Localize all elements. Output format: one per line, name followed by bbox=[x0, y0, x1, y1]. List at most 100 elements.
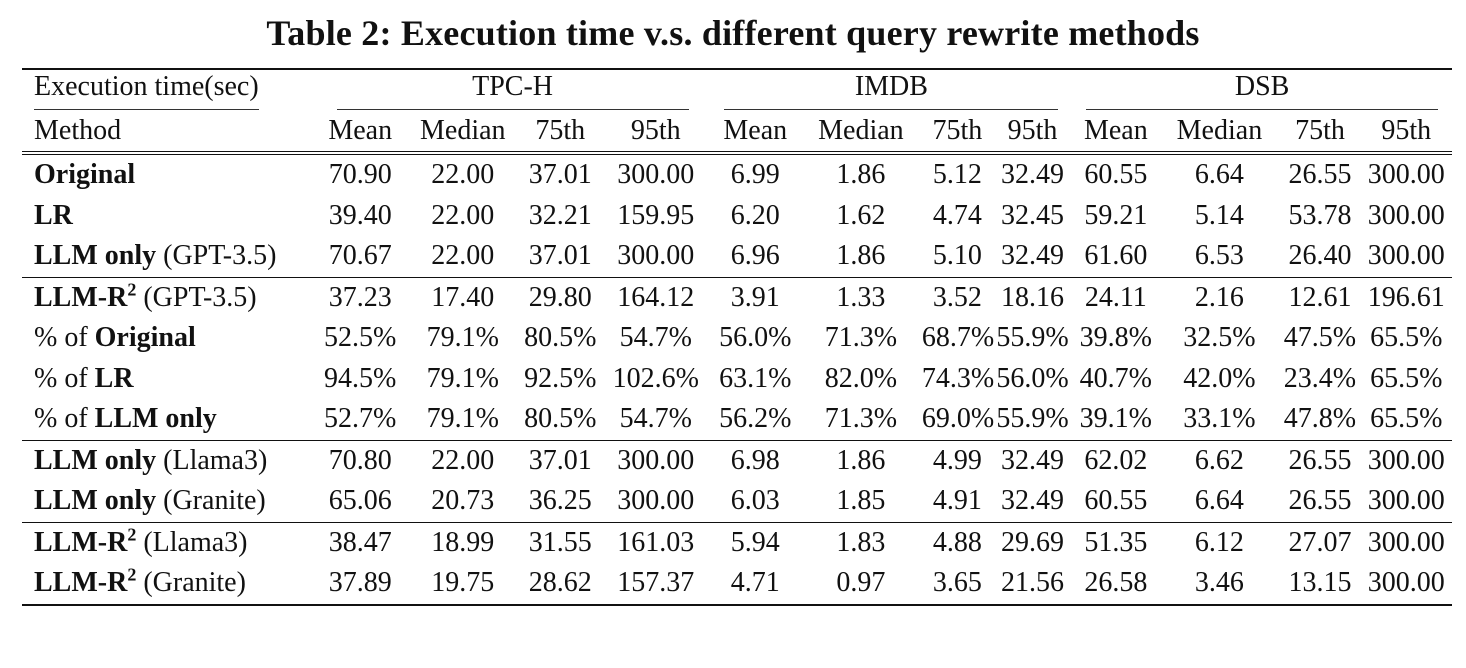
value-cell: 92.5% bbox=[524, 362, 597, 394]
value-cell: 26.55 bbox=[1288, 444, 1352, 476]
value-cell: 300.00 bbox=[617, 159, 695, 191]
method-superscript: 2 bbox=[127, 524, 137, 545]
value-cell: 24.11 bbox=[1084, 281, 1147, 313]
value-cell: 300.00 bbox=[617, 444, 695, 476]
value-cell: 6.03 bbox=[730, 485, 780, 517]
value-cell: 17.40 bbox=[431, 281, 495, 313]
value-cell: 32.21 bbox=[528, 199, 592, 231]
value-cell: 59.21 bbox=[1084, 199, 1148, 231]
value-cell: 6.20 bbox=[730, 199, 780, 231]
value-cell: 4.71 bbox=[730, 567, 780, 599]
table-row: % of Original 52.5% 79.1% 80.5% 54.7% 56.0% 71… bbox=[22, 318, 1452, 359]
subcol-header: Mean bbox=[723, 114, 788, 146]
method-name: LLM-R bbox=[34, 281, 128, 313]
subcolumn-header-row: Method Mean Median 75th 95th Mean Median… bbox=[22, 111, 1452, 154]
method-model: (Granite) bbox=[156, 485, 266, 517]
value-cell: 300.00 bbox=[1367, 240, 1445, 272]
value-cell: 300.00 bbox=[1367, 444, 1445, 476]
value-cell: 39.1% bbox=[1079, 403, 1152, 435]
value-cell: 20.73 bbox=[431, 485, 495, 517]
table-row: LLM-R2 (Granite) 37.89 19.75 28.62 157.37 4.7… bbox=[22, 563, 1452, 605]
value-cell: 32.45 bbox=[1001, 199, 1065, 231]
value-cell: 37.23 bbox=[328, 281, 392, 313]
value-cell: 40.7% bbox=[1079, 362, 1152, 394]
value-cell: 56.0% bbox=[719, 322, 792, 354]
value-cell: 36.25 bbox=[528, 485, 592, 517]
table-row: LLM only (GPT-3.5) 70.67 22.00 37.01 300.00 6… bbox=[22, 236, 1452, 277]
method-cell: % of LLM only bbox=[22, 399, 315, 440]
value-cell: 1.86 bbox=[836, 159, 886, 191]
value-cell: 5.10 bbox=[932, 240, 982, 272]
method-cell: Original bbox=[22, 153, 315, 196]
value-cell: 159.95 bbox=[617, 199, 695, 231]
value-cell: 42.0% bbox=[1183, 362, 1256, 394]
table-title: Table 2: Execution time v.s. different q… bbox=[266, 13, 1200, 53]
value-cell: 39.8% bbox=[1079, 322, 1152, 354]
table-body: Original 70.90 22.00 37.01 300.00 6.99 1.86 5.1… bbox=[22, 153, 1452, 605]
group-header-imdb: IMDB bbox=[711, 69, 1073, 111]
value-cell: 1.83 bbox=[836, 526, 886, 558]
method-prefix: % of bbox=[34, 403, 95, 435]
value-cell: 47.5% bbox=[1283, 322, 1357, 354]
value-cell: 196.61 bbox=[1367, 281, 1445, 313]
method-prefix: % of bbox=[34, 322, 95, 354]
value-cell: 21.56 bbox=[1001, 567, 1065, 599]
value-cell: 68.7% bbox=[921, 322, 995, 354]
value-cell: 65.5% bbox=[1370, 403, 1443, 435]
method-header: Method bbox=[34, 114, 122, 146]
value-cell: 22.00 bbox=[431, 240, 495, 272]
value-cell: 26.55 bbox=[1288, 159, 1352, 191]
value-cell: 51.35 bbox=[1084, 526, 1148, 558]
subcol-header: 95th bbox=[1007, 114, 1058, 146]
method-name: LR bbox=[34, 199, 73, 231]
table-row: % of LLM only 52.7% 79.1% 80.5% 54.7% 56.2% 71… bbox=[22, 399, 1452, 440]
value-cell: 300.00 bbox=[1367, 485, 1445, 517]
value-cell: 18.99 bbox=[431, 526, 495, 558]
value-cell: 6.62 bbox=[1194, 444, 1244, 476]
subcol-header: Median bbox=[818, 114, 904, 146]
value-cell: 54.7% bbox=[619, 403, 692, 435]
table-row: LLM-R2 (Llama3) 38.47 18.99 31.55 161.03 5.94… bbox=[22, 522, 1452, 563]
group-header-tpch: TPC-H bbox=[315, 69, 711, 111]
value-cell: 1.86 bbox=[836, 444, 886, 476]
table-row: Original 70.90 22.00 37.01 300.00 6.99 1.86 5.1… bbox=[22, 153, 1452, 196]
value-cell: 56.2% bbox=[719, 403, 792, 435]
value-cell: 3.91 bbox=[730, 281, 780, 313]
value-cell: 22.00 bbox=[431, 199, 495, 231]
value-cell: 80.5% bbox=[524, 322, 597, 354]
value-cell: 82.0% bbox=[824, 362, 898, 394]
value-cell: 22.00 bbox=[431, 444, 495, 476]
value-cell: 26.58 bbox=[1084, 567, 1148, 599]
value-cell: 70.67 bbox=[328, 240, 392, 272]
value-cell: 61.60 bbox=[1084, 240, 1148, 272]
table-row: % of LR 94.5% 79.1% 92.5% 102.6% 63.1% 82.0% 74… bbox=[22, 359, 1452, 400]
value-cell: 37.01 bbox=[528, 444, 592, 476]
value-cell: 4.88 bbox=[932, 526, 982, 558]
value-cell: 18.16 bbox=[1001, 281, 1065, 313]
value-cell: 3.46 bbox=[1194, 567, 1244, 599]
value-cell: 37.01 bbox=[528, 240, 592, 272]
value-cell: 29.80 bbox=[528, 281, 592, 313]
method-name: LLM only bbox=[94, 403, 217, 435]
table-row: LLM only (Llama3) 70.80 22.00 37.01 300.00 6.… bbox=[22, 440, 1452, 481]
value-cell: 4.91 bbox=[932, 485, 982, 517]
value-cell: 23.4% bbox=[1283, 362, 1357, 394]
value-cell: 300.00 bbox=[1367, 159, 1445, 191]
subcol-header: 95th bbox=[630, 114, 681, 146]
method-model: (Llama3) bbox=[156, 444, 268, 476]
value-cell: 6.53 bbox=[1194, 240, 1244, 272]
value-cell: 22.00 bbox=[431, 159, 495, 191]
value-cell: 71.3% bbox=[824, 403, 898, 435]
value-cell: 33.1% bbox=[1183, 403, 1256, 435]
method-cell: LLM only (Granite) bbox=[22, 481, 315, 522]
value-cell: 62.02 bbox=[1084, 444, 1148, 476]
value-cell: 5.14 bbox=[1194, 199, 1244, 231]
method-cell: LLM-R2 (Llama3) bbox=[22, 522, 315, 563]
value-cell: 32.49 bbox=[1001, 159, 1065, 191]
method-name: Original bbox=[34, 159, 136, 191]
value-cell: 54.7% bbox=[619, 322, 692, 354]
value-cell: 70.80 bbox=[328, 444, 392, 476]
value-cell: 1.62 bbox=[836, 199, 886, 231]
method-superscript: 2 bbox=[127, 564, 137, 585]
group-header-dsb: DSB bbox=[1072, 69, 1452, 111]
